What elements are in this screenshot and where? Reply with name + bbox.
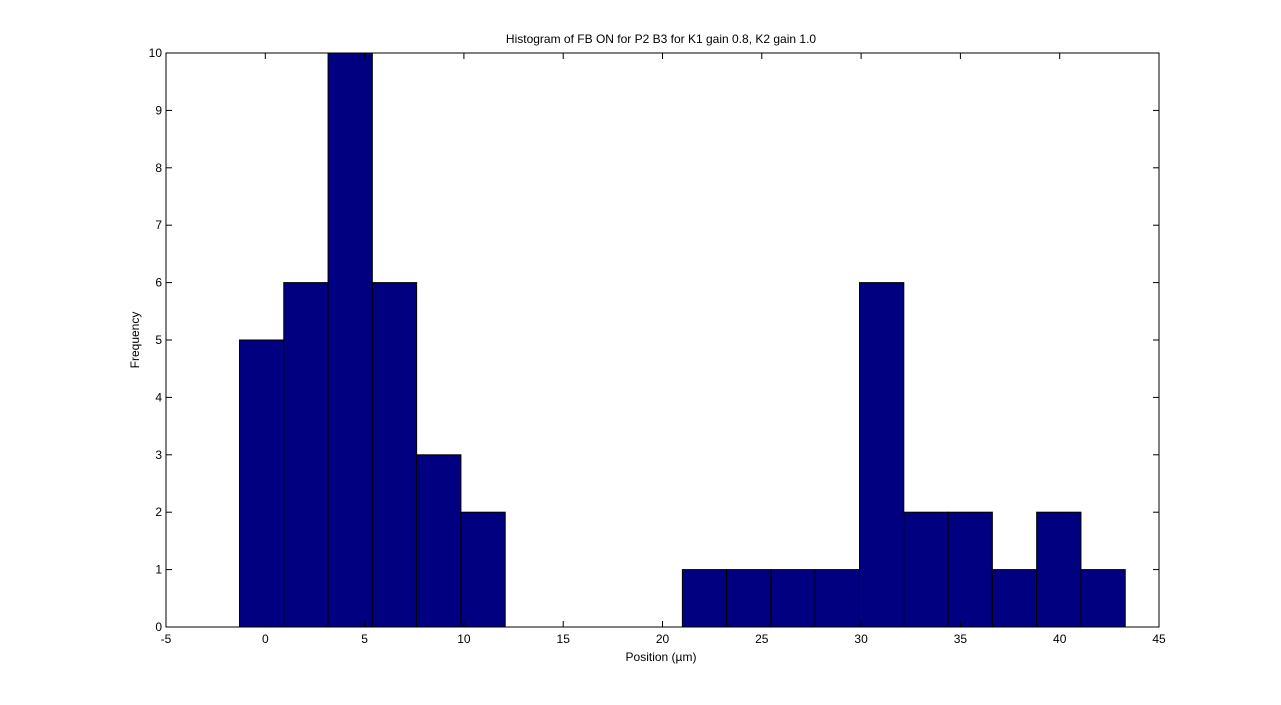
histogram-bar xyxy=(238,339,285,628)
y-tick-label: 4 xyxy=(155,390,162,404)
y-tick-label: 10 xyxy=(149,46,163,60)
y-tick-label: 7 xyxy=(155,218,162,232)
x-tick-label: 25 xyxy=(755,632,769,646)
x-tick-label: 0 xyxy=(262,632,269,646)
x-tick-label: 20 xyxy=(656,632,670,646)
x-tick-label: -5 xyxy=(161,632,172,646)
histogram-bar xyxy=(947,511,993,628)
y-tick-label: 0 xyxy=(155,620,162,634)
x-tick-label: 45 xyxy=(1152,632,1166,646)
bars-group xyxy=(238,52,1126,628)
histogram-bar xyxy=(416,454,462,628)
histogram-bar xyxy=(1080,569,1126,628)
y-axis-ticks: 0 1 2 3 4 5 6 7 8 9 10 xyxy=(149,46,1159,634)
y-tick-label: 2 xyxy=(155,505,162,519)
histogram-bar xyxy=(859,282,905,628)
x-tick-label: 15 xyxy=(557,632,571,646)
y-tick-label: 8 xyxy=(155,161,162,175)
histogram-bar xyxy=(371,282,418,628)
histogram-bar xyxy=(726,569,772,628)
x-tick-label: 35 xyxy=(954,632,968,646)
histogram-bar xyxy=(681,569,728,628)
x-tick-label: 30 xyxy=(854,632,868,646)
histogram-bar xyxy=(1036,511,1082,628)
histogram-bar xyxy=(770,569,816,628)
y-axis-label: Frequency xyxy=(128,312,142,369)
histogram-bar xyxy=(460,511,506,628)
x-tick-label: 40 xyxy=(1053,632,1067,646)
x-tick-label: 5 xyxy=(361,632,368,646)
x-axis-label: Position (µm) xyxy=(626,650,697,664)
y-tick-label: 3 xyxy=(155,448,162,462)
y-tick-label: 9 xyxy=(155,103,162,117)
y-tick-label: 5 xyxy=(155,333,162,347)
histogram-bar xyxy=(814,569,861,628)
y-tick-label: 6 xyxy=(155,276,162,290)
chart-title: Histogram of FB ON for P2 B3 for K1 gain… xyxy=(506,32,816,46)
y-tick-label: 1 xyxy=(155,563,162,577)
histogram-bar xyxy=(991,569,1038,628)
x-axis-ticks: -5 0 5 10 15 20 25 30 35 40 45 xyxy=(161,53,1166,646)
histogram-bar xyxy=(327,52,373,628)
x-tick-label: 10 xyxy=(457,632,471,646)
histogram-bar xyxy=(283,282,329,628)
histogram-bar xyxy=(903,511,949,628)
